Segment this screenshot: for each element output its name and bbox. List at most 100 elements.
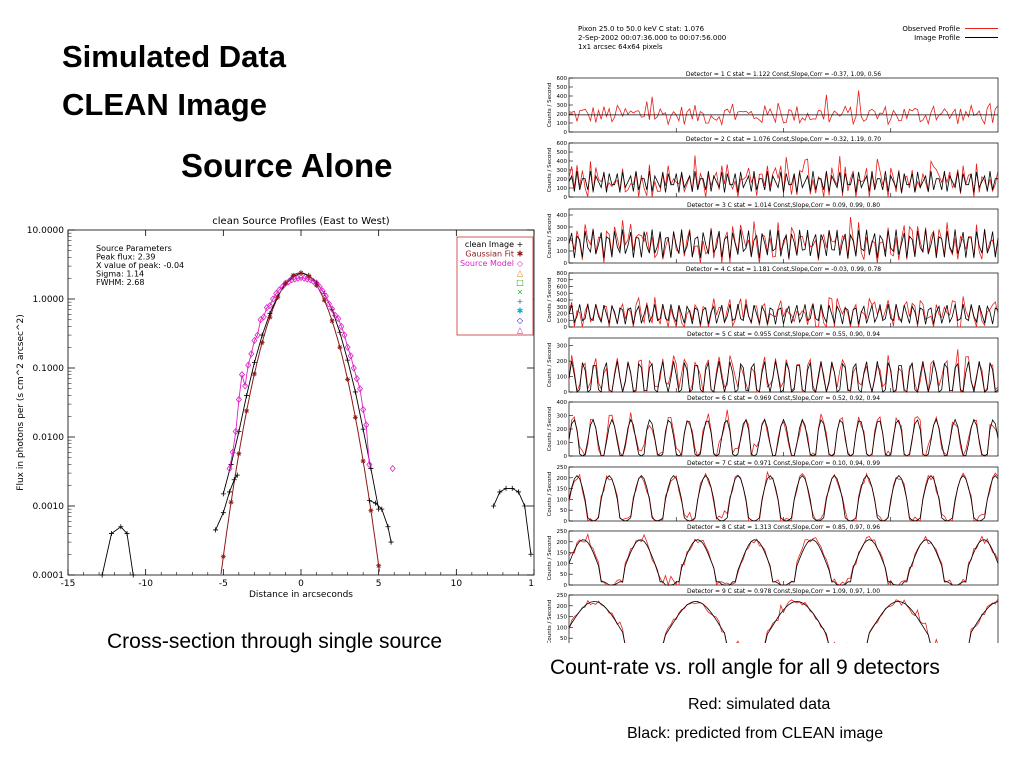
panel-y-tick-label: 100 bbox=[557, 441, 568, 447]
detector-panel-title: Detector = 6 C stat = 0.969 Const,Slope,… bbox=[687, 395, 880, 402]
panel-y-tick-label: 400 bbox=[557, 213, 568, 219]
slide-title-line2: CLEAN Image bbox=[62, 87, 267, 122]
detector-panel-title: Detector = 5 C stat = 0.955 Const,Slope,… bbox=[687, 331, 880, 338]
gaussian-fit-point bbox=[259, 340, 265, 346]
source-model-point bbox=[260, 313, 267, 321]
panel-y-tick-label: 100 bbox=[557, 561, 568, 567]
caption-red-legend: Red: simulated data bbox=[688, 696, 831, 713]
panel-y-tick-label: 200 bbox=[557, 112, 568, 118]
clean-image-point bbox=[503, 485, 509, 491]
clean-image-point bbox=[251, 360, 257, 366]
legend-symbol: × bbox=[517, 288, 524, 297]
source-parameter-text: Sigma: 1.14 bbox=[96, 270, 144, 279]
panel-y-tick-label: 700 bbox=[557, 278, 568, 284]
panel-y-tick-label: 100 bbox=[557, 249, 568, 255]
source-model-point bbox=[242, 382, 249, 390]
legend-symbol: △ bbox=[517, 269, 524, 278]
panel-y-axis-label: Counts / Second bbox=[547, 148, 553, 193]
source-parameter-text: X value of peak: -0.04 bbox=[96, 261, 184, 270]
source-model-point bbox=[232, 427, 239, 436]
legend-symbol: + bbox=[517, 240, 524, 249]
source-model-point bbox=[310, 277, 317, 286]
source-model-point bbox=[357, 385, 364, 393]
panel-y-tick-label: 0 bbox=[564, 195, 568, 201]
detector-panel-frame bbox=[568, 337, 999, 393]
detector-panel-title: Detector = 8 C stat = 1.313 Const,Slope,… bbox=[687, 524, 880, 531]
panel-y-tick-label: 300 bbox=[557, 305, 568, 311]
clean-image-point bbox=[509, 485, 515, 491]
source-model-point bbox=[363, 421, 370, 429]
source-model-line bbox=[229, 277, 370, 469]
panel-y-tick-label: 50 bbox=[560, 636, 567, 642]
x-tick-label: 0 bbox=[298, 579, 304, 589]
gaussian-fit-point bbox=[267, 314, 273, 320]
source-model-point bbox=[347, 352, 354, 360]
clean-image-point bbox=[497, 489, 503, 495]
panel-y-axis-label: Counts / Second bbox=[547, 407, 553, 452]
legend-observed-label: Observed Profile bbox=[902, 25, 960, 33]
source-model-point bbox=[288, 276, 295, 284]
x-tick-label: -10 bbox=[138, 579, 153, 589]
image-profile-line bbox=[568, 304, 999, 325]
source-model-point bbox=[353, 375, 360, 383]
clean-image-point bbox=[360, 426, 366, 432]
observed-profile-line bbox=[568, 409, 999, 458]
panel-y-tick-label: 200 bbox=[557, 604, 568, 610]
y-tick-label: 1.0000 bbox=[33, 295, 65, 305]
panel-y-tick-label: 0 bbox=[564, 583, 568, 589]
caption-count-rate: Count-rate vs. roll angle for all 9 dete… bbox=[550, 656, 940, 679]
source-model-point bbox=[360, 405, 367, 414]
x-tick-label: 10 bbox=[451, 579, 463, 589]
panel-y-tick-label: 400 bbox=[557, 159, 568, 165]
detector-panel-title: Detector = 1 C stat = 1.122 Const,Slope,… bbox=[686, 71, 881, 78]
panel-y-axis-label: Counts / Second bbox=[547, 472, 553, 517]
source-model-point bbox=[273, 289, 280, 298]
observed-profile-line bbox=[568, 90, 999, 127]
clean-image-point bbox=[236, 429, 242, 435]
legend-image-label: Image Profile bbox=[914, 34, 960, 42]
gaussian-fit-point bbox=[360, 458, 366, 464]
caption-cross-section: Cross-section through single source bbox=[107, 630, 442, 653]
clean-image-point bbox=[234, 472, 240, 478]
clean-image-point bbox=[491, 503, 497, 509]
clean-image-point bbox=[99, 572, 105, 578]
detector-panel-frame bbox=[568, 77, 999, 133]
panel-y-tick-label: 200 bbox=[557, 177, 568, 183]
panel-y-tick-label: 800 bbox=[557, 271, 568, 277]
panel-y-tick-label: 600 bbox=[557, 76, 568, 82]
source-model-point bbox=[325, 300, 332, 308]
panel-y-axis-label: Counts / Second bbox=[547, 343, 553, 388]
clean-image-line bbox=[101, 526, 134, 576]
source-model-point bbox=[350, 364, 357, 372]
clean-image-point bbox=[231, 477, 237, 483]
gaussian-fit-point bbox=[220, 554, 226, 560]
detector-panel-title: Detector = 9 C stat = 0.978 Const,Slope,… bbox=[687, 588, 880, 595]
header-text: 1x1 arcsec 64x64 pixels bbox=[578, 43, 663, 51]
y-tick-label: 0.0100 bbox=[33, 433, 65, 443]
gaussian-fit-point bbox=[337, 344, 343, 350]
y-tick-label: 10.0000 bbox=[27, 226, 64, 236]
panel-y-tick-label: 150 bbox=[557, 487, 568, 493]
panel-y-tick-label: 300 bbox=[557, 414, 568, 420]
panel-y-tick-label: 50 bbox=[560, 572, 567, 578]
source-model-point bbox=[316, 283, 323, 291]
legend-symbol: ✱ bbox=[517, 307, 524, 316]
legend-entry: clean Image bbox=[465, 240, 514, 249]
gaussian-fit-line bbox=[220, 272, 380, 574]
panel-y-tick-label: 0 bbox=[564, 519, 568, 525]
panel-y-tick-label: 400 bbox=[557, 298, 568, 304]
panel-y-tick-label: 200 bbox=[557, 540, 568, 546]
image-profile-line bbox=[568, 361, 999, 393]
clean-image-point bbox=[368, 465, 374, 471]
source-model-point bbox=[266, 302, 273, 310]
panel-y-tick-label: 500 bbox=[557, 150, 568, 156]
panel-y-tick-label: 50 bbox=[560, 508, 567, 514]
detector-countrate-chart: Pixon 25.0 to 50.0 keV C stat: 1.0762-Se… bbox=[547, 25, 999, 643]
gaussian-fit-point bbox=[228, 499, 234, 505]
x-tick-label: 5 bbox=[376, 579, 382, 589]
legend-symbol: △ bbox=[517, 326, 524, 335]
chart-title: clean Source Profiles (East to West) bbox=[212, 216, 390, 227]
gaussian-fit-point bbox=[376, 563, 382, 569]
panel-y-tick-label: 300 bbox=[557, 168, 568, 174]
detector-panel-frame bbox=[568, 530, 999, 586]
